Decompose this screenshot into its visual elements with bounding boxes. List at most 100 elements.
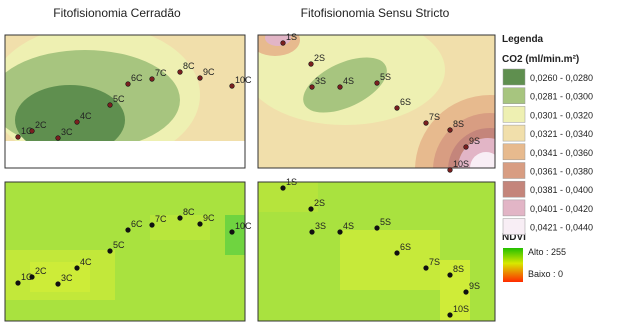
point-label: 10C bbox=[235, 221, 252, 231]
point-label: 1S bbox=[286, 32, 297, 42]
sample-point bbox=[16, 281, 21, 286]
sample-point bbox=[309, 207, 314, 212]
point-label: 6C bbox=[131, 219, 143, 229]
point-label: 5C bbox=[113, 94, 125, 104]
sample-point bbox=[309, 62, 314, 67]
legend-title: Legenda bbox=[502, 34, 544, 45]
point-label: 4S bbox=[343, 221, 354, 231]
sample-point bbox=[395, 251, 400, 256]
point-label: 10S bbox=[453, 304, 469, 314]
point-label: 3S bbox=[315, 76, 326, 86]
point-label: 6S bbox=[400, 97, 411, 107]
point-label: 10S bbox=[453, 159, 469, 169]
legend-label: 0,0301 - 0,0320 bbox=[530, 110, 593, 120]
sample-point bbox=[375, 81, 380, 86]
sample-point bbox=[150, 77, 155, 82]
sample-point bbox=[126, 228, 131, 233]
sample-point bbox=[464, 290, 469, 295]
legend-swatch bbox=[503, 200, 525, 216]
sample-point bbox=[448, 313, 453, 318]
sample-point bbox=[30, 275, 35, 280]
legend-label: 0,0381 - 0,0400 bbox=[530, 185, 593, 195]
sample-point bbox=[16, 135, 21, 140]
point-label: 6C bbox=[131, 73, 143, 83]
ndvi-map bbox=[5, 182, 245, 321]
sample-point bbox=[424, 266, 429, 271]
sample-point bbox=[424, 121, 429, 126]
sample-point bbox=[375, 226, 380, 231]
sample-point bbox=[448, 128, 453, 133]
sample-point bbox=[281, 186, 286, 191]
sample-point bbox=[230, 84, 235, 89]
point-label: 8S bbox=[453, 264, 464, 274]
sample-point bbox=[178, 70, 183, 75]
legend-label: 0,0260 - 0,0280 bbox=[530, 73, 593, 83]
point-label: 9C bbox=[203, 67, 215, 77]
point-label: 5C bbox=[113, 240, 125, 250]
sample-point bbox=[448, 168, 453, 173]
point-label: 7C bbox=[155, 214, 167, 224]
sample-point bbox=[198, 222, 203, 227]
legend-label: 0,0421 - 0,0440 bbox=[530, 223, 593, 233]
sample-point bbox=[310, 85, 315, 90]
legend-swatch bbox=[503, 125, 525, 141]
legend-swatch bbox=[503, 144, 525, 160]
point-label: 3C bbox=[61, 127, 73, 137]
sample-point bbox=[198, 76, 203, 81]
point-label: 2S bbox=[314, 53, 325, 63]
point-label: 6S bbox=[400, 242, 411, 252]
point-label: 8C bbox=[183, 61, 195, 71]
point-label: 8C bbox=[183, 207, 195, 217]
point-label: 8S bbox=[453, 119, 464, 129]
legend-label: 0,0281 - 0,0300 bbox=[530, 92, 593, 102]
map-title: Fitofisionomia Cerradão bbox=[53, 6, 181, 20]
point-label: 5S bbox=[380, 217, 391, 227]
sample-point bbox=[30, 129, 35, 134]
legend-swatch bbox=[503, 69, 525, 85]
sample-point bbox=[281, 41, 286, 46]
point-label: 3C bbox=[61, 273, 73, 283]
sample-point bbox=[464, 145, 469, 150]
point-label: 7S bbox=[429, 257, 440, 267]
sample-point bbox=[126, 82, 131, 87]
point-label: 7S bbox=[429, 112, 440, 122]
ndvi-label: Alto : 255 bbox=[528, 247, 566, 257]
sample-point bbox=[395, 106, 400, 111]
legend-label: 0,0341 - 0,0360 bbox=[530, 148, 593, 158]
sample-point bbox=[56, 282, 61, 287]
point-label: 9S bbox=[469, 281, 480, 291]
legend-swatch bbox=[503, 181, 525, 197]
point-label: 2S bbox=[314, 198, 325, 208]
legend-swatch bbox=[503, 219, 525, 235]
point-label: 1S bbox=[286, 177, 297, 187]
point-label: 10C bbox=[235, 75, 252, 85]
point-label: 9S bbox=[469, 136, 480, 146]
sample-point bbox=[448, 273, 453, 278]
point-label: 3S bbox=[315, 221, 326, 231]
sample-point bbox=[338, 85, 343, 90]
sample-point bbox=[108, 249, 113, 254]
legend-label: 0,0321 - 0,0340 bbox=[530, 129, 593, 139]
ndvi-label: Baixo : 0 bbox=[528, 269, 563, 279]
point-label: 5S bbox=[380, 72, 391, 82]
point-label: 2C bbox=[35, 120, 47, 130]
ndvi-map bbox=[258, 182, 495, 321]
legend-swatch bbox=[503, 163, 525, 179]
sample-point bbox=[310, 230, 315, 235]
legend-swatch bbox=[503, 88, 525, 104]
legend-label: 0,0401 - 0,0420 bbox=[530, 204, 593, 214]
sample-point bbox=[108, 103, 113, 108]
sample-point bbox=[178, 216, 183, 221]
legend-swatch bbox=[503, 106, 525, 122]
legend-subtitle: CO2 (ml/min.m²) bbox=[502, 54, 579, 65]
map-title: Fitofisionomia Sensu Stricto bbox=[301, 6, 450, 20]
point-label: 4C bbox=[80, 111, 92, 121]
sample-point bbox=[338, 230, 343, 235]
sample-point bbox=[75, 120, 80, 125]
figure: Fitofisionomia Cerradão Fitofisionomia S… bbox=[0, 0, 619, 326]
point-label: 7C bbox=[155, 68, 167, 78]
sample-point bbox=[75, 266, 80, 271]
sample-point bbox=[56, 136, 61, 141]
legend-label: 0,0361 - 0,0380 bbox=[530, 167, 593, 177]
point-label: 4C bbox=[80, 257, 92, 267]
